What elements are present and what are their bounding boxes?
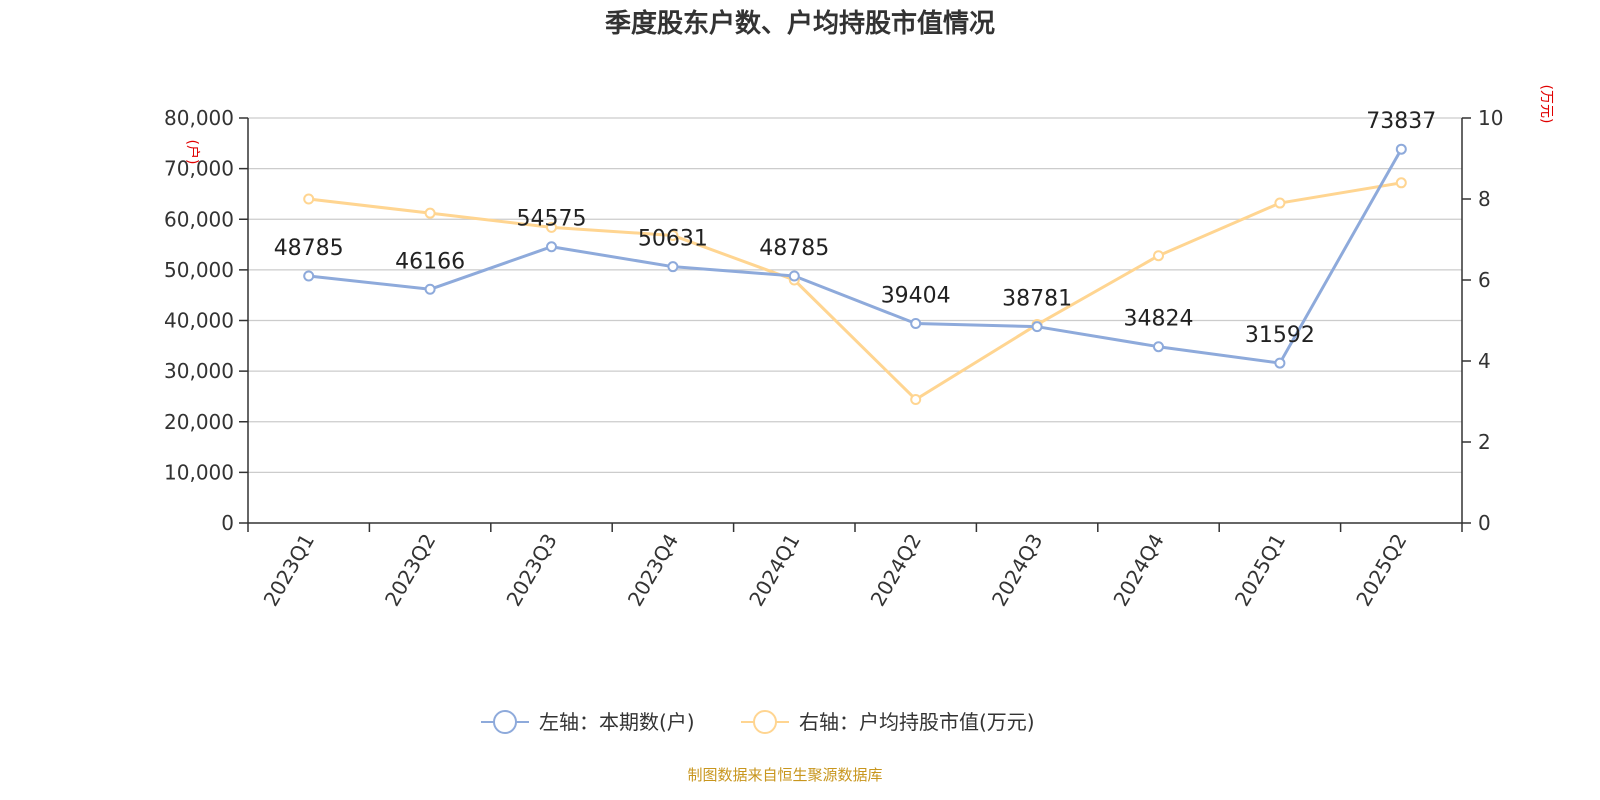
legend-label-avg-value: 右轴：户均持股市值(万元) (799, 710, 1035, 734)
data-point-households (910, 318, 922, 330)
right-axis-tick-label: 10 (1478, 106, 1503, 130)
data-label: 39404 (881, 284, 951, 309)
legend[interactable]: 左轴：本期数(户) 右轴：户均持股市值(万元) (481, 710, 1035, 734)
data-point-avg-value (667, 229, 679, 241)
right-axis-tick-label: 0 (1478, 511, 1491, 535)
data-point-households (1395, 143, 1407, 155)
right-axis-tick-label: 8 (1478, 187, 1491, 211)
data-point-households (1274, 357, 1286, 369)
data-label: 50631 (638, 227, 708, 252)
data-label: 48785 (759, 236, 829, 261)
legend-marker-households (493, 710, 517, 734)
data-point-avg-value (424, 207, 436, 219)
data-point-households (1153, 341, 1164, 353)
data-label: 34824 (1124, 307, 1194, 332)
legend-marker-avg-value (753, 710, 777, 734)
right-axis-tick-label: 2 (1478, 430, 1491, 454)
left-axis-tick-label: 80,000 (164, 106, 234, 130)
left-axis-tick-label: 30,000 (164, 359, 234, 383)
legend-label-households: 左轴：本期数(户) (539, 710, 695, 734)
data-label: 48785 (274, 236, 344, 261)
data-label: 54575 (517, 207, 587, 232)
series-line-avg-value (308, 181, 1402, 401)
x-axis-tick-label: 2024Q1 (744, 530, 804, 611)
x-axis-tick-label: 2023Q1 (259, 530, 319, 611)
data-labels: 48785 46166 54575 50631 48785 39404 38781 34824… (274, 109, 1437, 348)
left-axis-tick-label: 0 (221, 511, 234, 535)
left-axis-tick-label: 40,000 (164, 309, 234, 333)
data-label: 73837 (1366, 109, 1436, 134)
data-point-households (424, 283, 436, 295)
data-point-households (1031, 321, 1043, 333)
data-point-households (303, 270, 315, 282)
data-point-avg-value (546, 221, 557, 233)
left-axis-unit-label: (户) (184, 140, 201, 165)
x-axis-tick-label: 2025Q2 (1351, 530, 1411, 611)
x-axis-tick-label: 2024Q2 (866, 530, 926, 611)
series-layer (303, 143, 1407, 405)
data-point-households (788, 270, 800, 282)
data-point-households (667, 261, 679, 273)
chart-title: 季度股东户数、户均持股市值情况 (605, 8, 995, 39)
data-point-avg-value (1395, 177, 1407, 189)
x-axis-tick-label: 2023Q2 (380, 530, 440, 611)
data-label: 38781 (1002, 287, 1072, 312)
series-line-households (308, 148, 1403, 365)
data-point-avg-value (1153, 250, 1164, 262)
x-axis-tick-label: 2023Q3 (501, 530, 561, 611)
legend-item-households[interactable]: 左轴：本期数(户) (481, 710, 695, 734)
axes: 0 10,000 20,000 30,000 40,000 50,000 60,000 70,… (164, 106, 1503, 610)
right-axis-tick-label: 6 (1478, 268, 1491, 292)
right-axis-tick-label: 4 (1478, 349, 1491, 373)
left-axis-tick-label: 50,000 (164, 258, 234, 282)
data-label: 46166 (395, 249, 465, 274)
data-source-note: 制图数据来自恒生聚源数据库 (687, 766, 882, 784)
x-axis-tick-label: 2024Q3 (987, 530, 1047, 611)
grid-lines (248, 117, 1462, 473)
data-point-avg-value (303, 193, 315, 205)
legend-item-avg-value[interactable]: 右轴：户均持股市值(万元) (741, 710, 1035, 734)
right-axis-unit-label: (万元) (1538, 85, 1554, 124)
data-point-households (546, 241, 557, 253)
left-axis-tick-label: 70,000 (164, 157, 234, 181)
x-axis-tick-label: 2024Q4 (1108, 530, 1168, 611)
left-axis-tick-label: 20,000 (164, 410, 234, 434)
data-label: 31592 (1245, 323, 1315, 348)
data-point-avg-value (910, 393, 922, 405)
x-axis-tick-label: 2025Q1 (1230, 530, 1290, 611)
left-axis-tick-label: 10,000 (164, 460, 234, 484)
left-axis-tick-label: 60,000 (164, 207, 234, 231)
data-point-avg-value (1274, 197, 1286, 209)
x-axis-tick-label: 2023Q4 (623, 530, 683, 611)
